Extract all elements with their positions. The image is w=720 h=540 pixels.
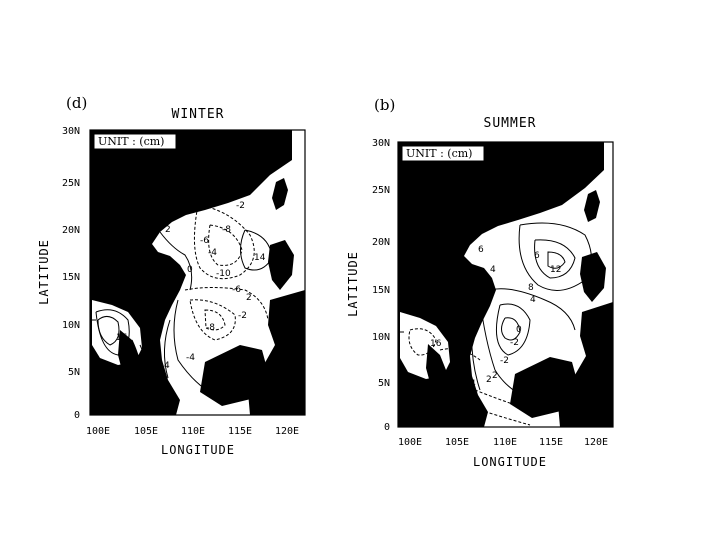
y-tick-label: 20N — [372, 237, 390, 248]
contour-label: -8 — [222, 225, 231, 235]
land-borneo — [200, 345, 268, 406]
contour-label: 4 — [530, 295, 536, 305]
contour-label: 8 — [528, 283, 534, 293]
unit-text: UNIT : (cm) — [98, 135, 164, 148]
contour-label: 12 — [550, 265, 561, 275]
y-tick-label: 10N — [372, 332, 390, 343]
contour-label: 12 — [122, 351, 133, 361]
panel-summer: (b) SUMMER — [346, 96, 614, 469]
contour-label: -4 — [186, 353, 195, 363]
contour-label: -10 — [216, 269, 231, 279]
y-tick-label: 10N — [62, 320, 80, 331]
contour-label: 0 — [187, 265, 193, 275]
y-tick-label: 5N — [378, 378, 390, 389]
x-tick-label: 105E — [134, 426, 158, 437]
panel-label: (d) — [66, 94, 87, 112]
contour-label: 2 — [492, 371, 498, 381]
contour-label: 8 — [448, 363, 454, 373]
contour-label: -4 — [208, 248, 217, 258]
contour-label: 6 — [534, 251, 540, 261]
unit-box — [93, 133, 177, 150]
contour-label: 6 — [478, 245, 484, 255]
x-tick-label: 120E — [275, 426, 299, 437]
x-tick-label: 100E — [398, 437, 422, 448]
land-luzon — [580, 252, 606, 302]
contour-label: -6 — [232, 285, 241, 295]
y-tick-label: 15N — [62, 272, 80, 283]
land-taiwan — [584, 190, 600, 222]
land-borneo — [510, 357, 578, 418]
y-axis-label: LATITUDE — [37, 239, 51, 305]
panel-title: SUMMER — [484, 116, 537, 131]
land-peninsula — [426, 344, 470, 427]
contour-label: -6 — [200, 236, 209, 246]
land-peninsula — [118, 330, 162, 415]
panel-title: WINTER — [172, 107, 225, 122]
contour-label: -2 — [510, 338, 519, 348]
x-tick-label: 100E — [86, 426, 110, 437]
y-tick-label: 30N — [372, 138, 390, 149]
contour-label: 4 — [490, 265, 496, 275]
contour-label: -10 — [462, 417, 477, 427]
y-tick-label: 0 — [74, 410, 80, 421]
x-tick-label: 115E — [539, 437, 563, 448]
contour-label: 2 — [165, 225, 171, 235]
land-luzon — [268, 240, 294, 290]
contour-label: 2 — [486, 375, 492, 385]
y-tick-label: 25N — [372, 185, 390, 196]
contour-label: 12 — [430, 360, 441, 370]
y-tick-label: 15N — [372, 285, 390, 296]
land-hainan — [468, 272, 485, 290]
contour-label: -2 — [236, 201, 245, 211]
y-tick-label: 25N — [62, 178, 80, 189]
contour-label: -2 — [238, 311, 247, 321]
panel-winter: (d) WINTER — [37, 94, 306, 457]
x-tick-label: 110E — [493, 437, 517, 448]
y-tick-label: 20N — [62, 225, 80, 236]
contour-label: 16 — [116, 333, 128, 343]
x-tick-label: 110E — [181, 426, 205, 437]
contour-label: 4 — [470, 379, 476, 389]
contour-label: 8 — [146, 368, 152, 378]
contour-label: -2 — [500, 356, 509, 366]
x-axis-label: LONGITUDE — [161, 443, 235, 457]
y-axis-label: LATITUDE — [346, 251, 360, 317]
x-tick-label: 120E — [584, 437, 608, 448]
y-axis-ticks — [398, 141, 404, 380]
contour-label: -6 — [454, 390, 463, 400]
contour-label: 2 — [246, 293, 252, 303]
panel-label: (b) — [374, 96, 395, 114]
x-tick-label: 115E — [228, 426, 252, 437]
y-tick-label: 0 — [384, 422, 390, 433]
contour-label: 0 — [516, 325, 522, 335]
y-tick-label: 5N — [68, 367, 80, 378]
land-hainan — [158, 260, 175, 278]
land-taiwan — [272, 178, 288, 210]
y-tick-label: 30N — [62, 126, 80, 137]
unit-text: UNIT : (cm) — [406, 147, 472, 160]
contour-label: 14 — [254, 253, 266, 263]
map-area: 6 4 6 12 8 4 -2 0 2 -2 16 12 8 4 2 -6 -1… — [398, 142, 613, 427]
map-area: 2 -2 0 -4 -6 -8 -10 14 2 -6 -8 -4 -2 16 … — [90, 130, 305, 415]
contour-label: -8 — [206, 323, 215, 333]
x-tick-label: 105E — [445, 437, 469, 448]
land-mainland — [398, 142, 604, 427]
contour-label: 16 — [430, 339, 442, 349]
contour-label: 4 — [164, 361, 170, 371]
land-east-islands — [248, 290, 305, 415]
unit-box — [401, 145, 485, 162]
x-axis-label: LONGITUDE — [473, 455, 547, 469]
y-axis-ticks — [90, 129, 96, 368]
